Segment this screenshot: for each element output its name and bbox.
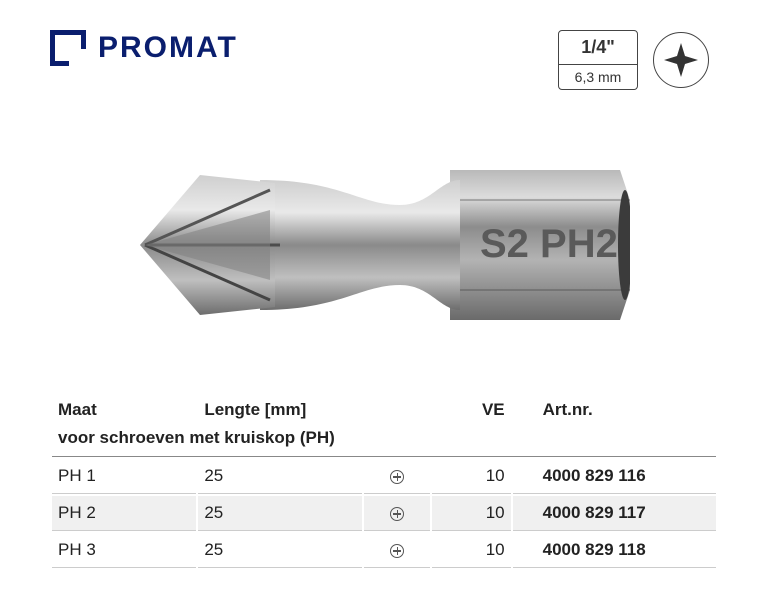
col-header-ve: VE: [432, 392, 511, 424]
col-header-icon: [364, 392, 430, 424]
bit-marking-text: S2 PH2: [480, 222, 618, 266]
cell-icon: [364, 533, 430, 568]
col-header-art: Art.nr.: [513, 392, 716, 424]
cell-ve: 10: [432, 459, 511, 494]
cell-lengte: 25: [198, 533, 362, 568]
table-row: PH 2 25 10 4000 829 117: [52, 496, 716, 531]
cell-maat: PH 1: [52, 459, 196, 494]
phillips-mini-icon: [390, 470, 404, 484]
table-row: PH 1 25 10 4000 829 116: [52, 459, 716, 494]
table-subheader-row: voor schroeven met kruiskop (PH): [52, 426, 716, 457]
spec-table: Maat Lengte [mm] VE Art.nr. voor schroev…: [50, 390, 718, 570]
cell-art: 4000 829 118: [513, 533, 716, 568]
drive-size-inch: 1/4": [559, 31, 637, 65]
phillips-icon: [653, 32, 709, 88]
cell-icon: [364, 496, 430, 531]
phillips-mini-icon: [390, 507, 404, 521]
cell-art: 4000 829 117: [513, 496, 716, 531]
brand-logo: PROMAT: [50, 30, 238, 66]
drive-size-badge: 1/4" 6,3 mm: [558, 30, 638, 90]
col-header-lengte: Lengte [mm]: [198, 392, 362, 424]
cell-icon: [364, 459, 430, 494]
bit-illustration: S2 PH2: [130, 155, 630, 335]
brand-logo-mark: [50, 30, 86, 66]
spec-badges: 1/4" 6,3 mm: [558, 30, 709, 90]
cell-ve: 10: [432, 533, 511, 568]
phillips-mini-icon: [390, 544, 404, 558]
cell-lengte: 25: [198, 459, 362, 494]
table-header-row: Maat Lengte [mm] VE Art.nr.: [52, 392, 716, 424]
table-subheader: voor schroeven met kruiskop (PH): [52, 426, 716, 457]
table-row: PH 3 25 10 4000 829 118: [52, 533, 716, 568]
cell-maat: PH 2: [52, 496, 196, 531]
cell-maat: PH 3: [52, 533, 196, 568]
cell-art: 4000 829 116: [513, 459, 716, 494]
cell-ve: 10: [432, 496, 511, 531]
brand-logo-text: PROMAT: [98, 31, 238, 65]
product-image: S2 PH2: [130, 155, 630, 335]
cell-lengte: 25: [198, 496, 362, 531]
drive-size-mm: 6,3 mm: [559, 65, 637, 89]
col-header-maat: Maat: [52, 392, 196, 424]
